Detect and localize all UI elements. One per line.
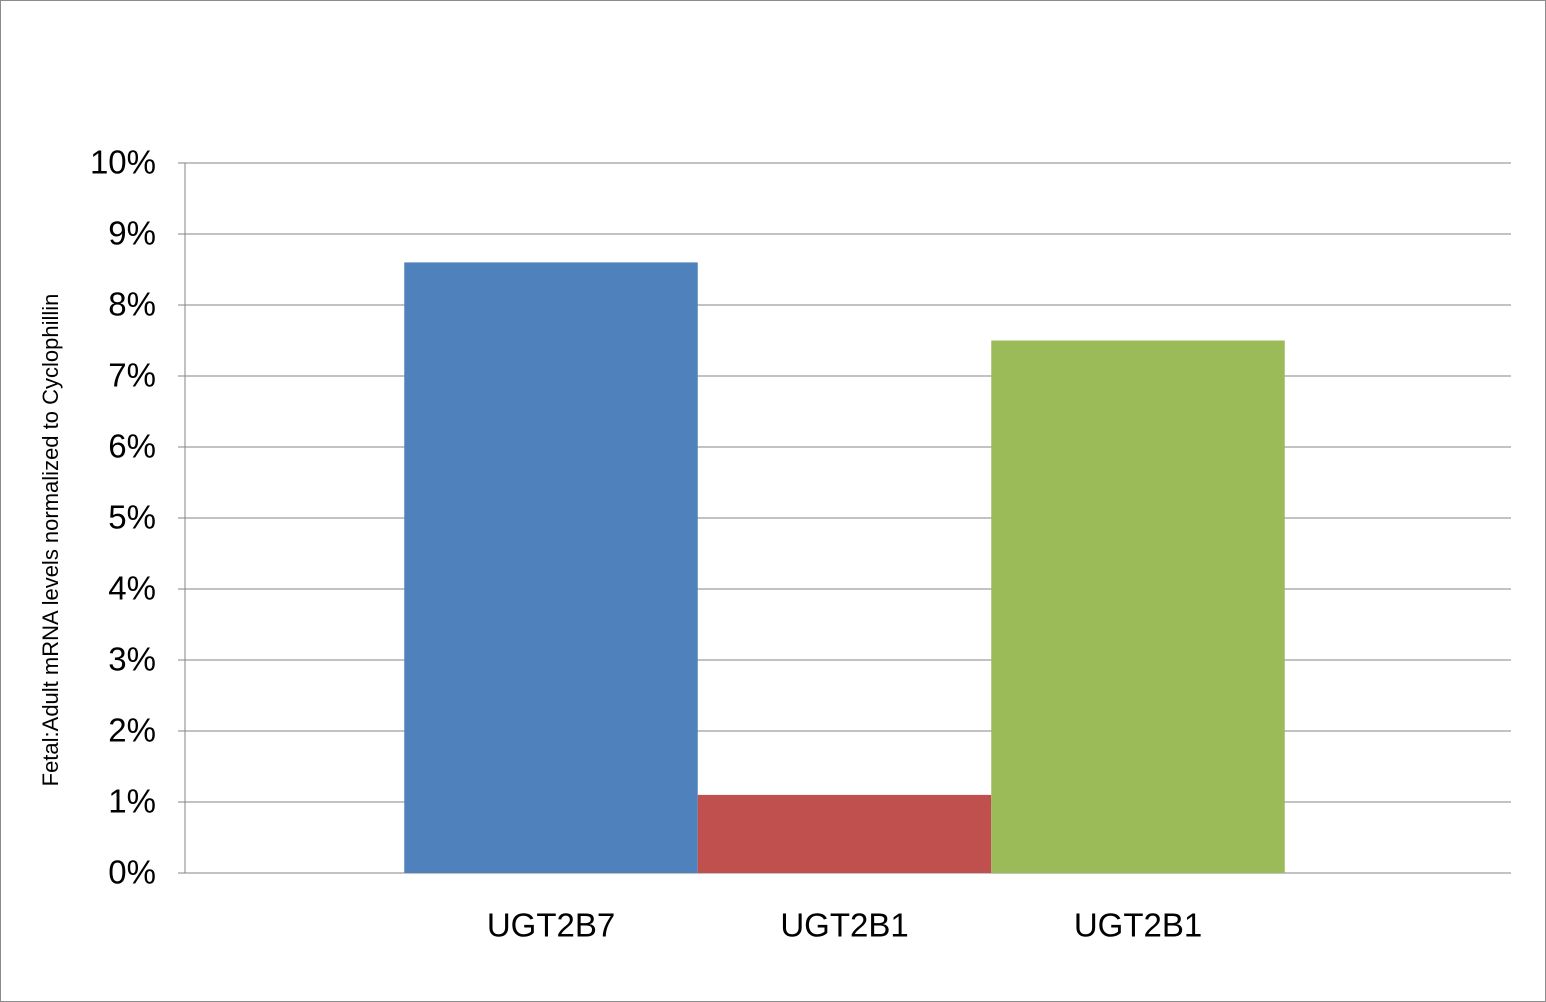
- bar: [991, 340, 1285, 873]
- y-tick-label: 4%: [108, 570, 156, 607]
- y-tick-label: 2%: [108, 712, 156, 749]
- bar: [697, 794, 992, 873]
- y-tick-label: 0%: [108, 854, 156, 891]
- x-tick-label: UGT2B1: [1074, 907, 1202, 944]
- bar: [404, 262, 698, 873]
- x-tick-label: UGT2B7: [487, 907, 615, 944]
- y-tick-label: 1%: [108, 783, 156, 820]
- y-tick-label: 8%: [108, 286, 156, 323]
- y-tick-label: 5%: [108, 499, 156, 536]
- y-tick-label: 3%: [108, 641, 156, 678]
- y-tick-label: 9%: [108, 215, 156, 252]
- x-tick-label: UGT2B1: [780, 907, 908, 944]
- y-axis-label: Fetal:Adult mRNA levels normalized to Cy…: [38, 294, 63, 787]
- y-tick-label: 6%: [108, 428, 156, 465]
- y-tick-label: 10%: [90, 144, 156, 181]
- y-tick-label: 7%: [108, 357, 156, 394]
